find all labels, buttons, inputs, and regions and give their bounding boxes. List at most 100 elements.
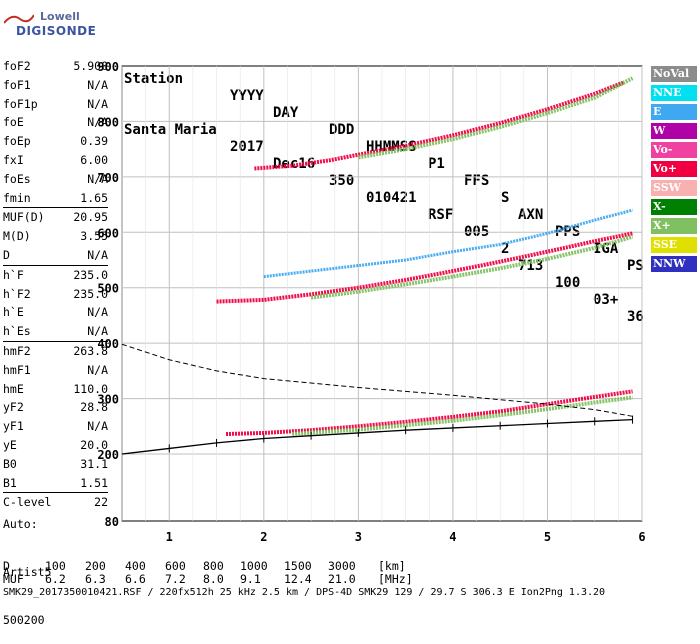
- topside-profile-line: [121, 343, 633, 417]
- header-label-day: DAY: [273, 105, 299, 121]
- param-value: 0.39: [80, 134, 108, 149]
- header-value-p1: RSF: [428, 207, 454, 223]
- echo-trace: [358, 76, 634, 160]
- muf-cell: 12.4: [284, 572, 312, 586]
- param-row: D N/A: [3, 246, 108, 265]
- param-row: h`E N/A: [3, 303, 108, 322]
- param-row: yF2 28.8: [3, 398, 108, 417]
- param-value: 263.8: [73, 343, 108, 358]
- distance-cell: 1500: [284, 559, 312, 573]
- param-separator: [3, 340, 108, 342]
- auto-version: 500200: [3, 613, 45, 627]
- muf-cell: 6.3: [85, 572, 106, 586]
- header-label-s: S: [501, 190, 510, 206]
- distance-cell: 600: [165, 559, 186, 573]
- param-row: yE 20.0: [3, 436, 108, 455]
- y-tick-label: 600: [97, 226, 119, 240]
- header-value-hhmmss: 010421: [366, 190, 417, 206]
- param-separator: [3, 207, 108, 209]
- param-separator: [3, 492, 108, 494]
- param-row: foE N/A: [3, 113, 108, 132]
- legend-item: NNE: [651, 85, 697, 101]
- legend-item: SSE: [651, 237, 697, 253]
- param-value: N/A: [87, 247, 108, 262]
- param-name: h`F2: [3, 286, 31, 301]
- distance-cell: 800: [203, 559, 224, 573]
- param-row: foF2 5.900: [3, 57, 108, 76]
- legend-item: Vo-: [651, 142, 697, 158]
- param-name: foF1p: [3, 96, 38, 111]
- legend-item: NoVal: [651, 66, 697, 82]
- param-value: N/A: [87, 115, 108, 130]
- y-tick-label: 80: [105, 515, 119, 529]
- param-row: h`F 235.0: [3, 266, 108, 285]
- param-row: M(D) 3.55: [3, 227, 108, 246]
- y-tick-label: 800: [97, 115, 119, 129]
- header-label-p1: P1: [428, 156, 445, 172]
- param-name: foF1: [3, 77, 31, 92]
- param-value: 28.8: [80, 400, 108, 415]
- param-row: yF1 N/A: [3, 417, 108, 436]
- muf-row: MUF 6.2 6.3 6.6 7.2 8.0 9.1 12.4 21.0 [MHz]: [3, 573, 423, 586]
- header-label-iga: IGA: [593, 241, 619, 257]
- param-name: yE: [3, 437, 17, 452]
- header-label-ps: PS: [627, 258, 644, 274]
- auto-label: Auto:: [3, 517, 38, 531]
- param-value: 235.0: [73, 286, 108, 301]
- param-separator: [3, 264, 108, 266]
- param-row: foF1p N/A: [3, 95, 108, 114]
- param-name: hmF1: [3, 362, 31, 377]
- param-value: N/A: [87, 419, 108, 434]
- param-row: B1 1.51: [3, 474, 108, 493]
- param-name: h`Es: [3, 324, 31, 339]
- param-value: 1.65: [80, 190, 108, 205]
- x-tick-label: 6: [638, 530, 645, 544]
- param-row: C-level 22: [3, 493, 108, 512]
- legend-item: X+: [651, 218, 697, 234]
- param-value: N/A: [87, 324, 108, 339]
- ionogram-plot: 1 2 3 4 5 6 80 200 300 400 500 600 700 800 900: [97, 60, 645, 544]
- param-name: yF1: [3, 419, 24, 434]
- header-value-s: 2: [501, 241, 510, 257]
- y-tick-label: 300: [97, 393, 119, 407]
- param-name: foF2: [3, 59, 31, 73]
- param-row: hmE 110.0: [3, 380, 108, 399]
- echo-trace: [263, 208, 633, 279]
- x-tick-label: 1: [166, 530, 173, 544]
- param-row: foEp 0.39: [3, 132, 108, 151]
- legend-item: SSW: [651, 180, 697, 196]
- header-value-station: Santa Maria: [124, 122, 217, 138]
- muf-cell: 6.6: [125, 572, 146, 586]
- param-name: fxI: [3, 152, 24, 167]
- param-name: C-level: [3, 495, 52, 510]
- y-tick-label: 200: [97, 448, 119, 462]
- distance-cell: 1000: [240, 559, 268, 573]
- header-label-yyyy: YYYY: [230, 88, 264, 104]
- x-tick-label: 3: [355, 530, 362, 544]
- param-value: N/A: [87, 77, 108, 92]
- param-value: N/A: [87, 96, 108, 111]
- auto-program: Artist5: [3, 565, 52, 579]
- param-row: hmF2 263.8: [3, 342, 108, 361]
- param-row: hmF1 N/A: [3, 361, 108, 380]
- param-name: h`F: [3, 267, 24, 282]
- distance-cell: D: [3, 559, 10, 573]
- x-tick-label: 4: [449, 530, 456, 544]
- legend-item: X-: [651, 199, 697, 215]
- param-value: N/A: [87, 305, 108, 320]
- x-tick-label: 5: [544, 530, 551, 544]
- header-label-axn: AXN: [518, 207, 544, 223]
- distance-row: D 100 200 400 600 800 1000 1500 3000 [km]: [3, 560, 423, 573]
- param-value: 6.00: [80, 152, 108, 167]
- param-name: B1: [3, 475, 17, 490]
- muf-cell: 21.0: [328, 572, 356, 586]
- param-value: N/A: [87, 362, 108, 377]
- distance-cell: 100: [45, 559, 66, 573]
- muf-cell: 9.1: [240, 572, 261, 586]
- logo-mark-icon: [4, 14, 34, 24]
- param-name: yF2: [3, 400, 24, 415]
- header-value-ps: 36: [627, 309, 644, 325]
- echo-trace: [310, 234, 634, 300]
- distance-cell: 400: [125, 559, 146, 573]
- header-label-ddd: DDD: [329, 122, 355, 138]
